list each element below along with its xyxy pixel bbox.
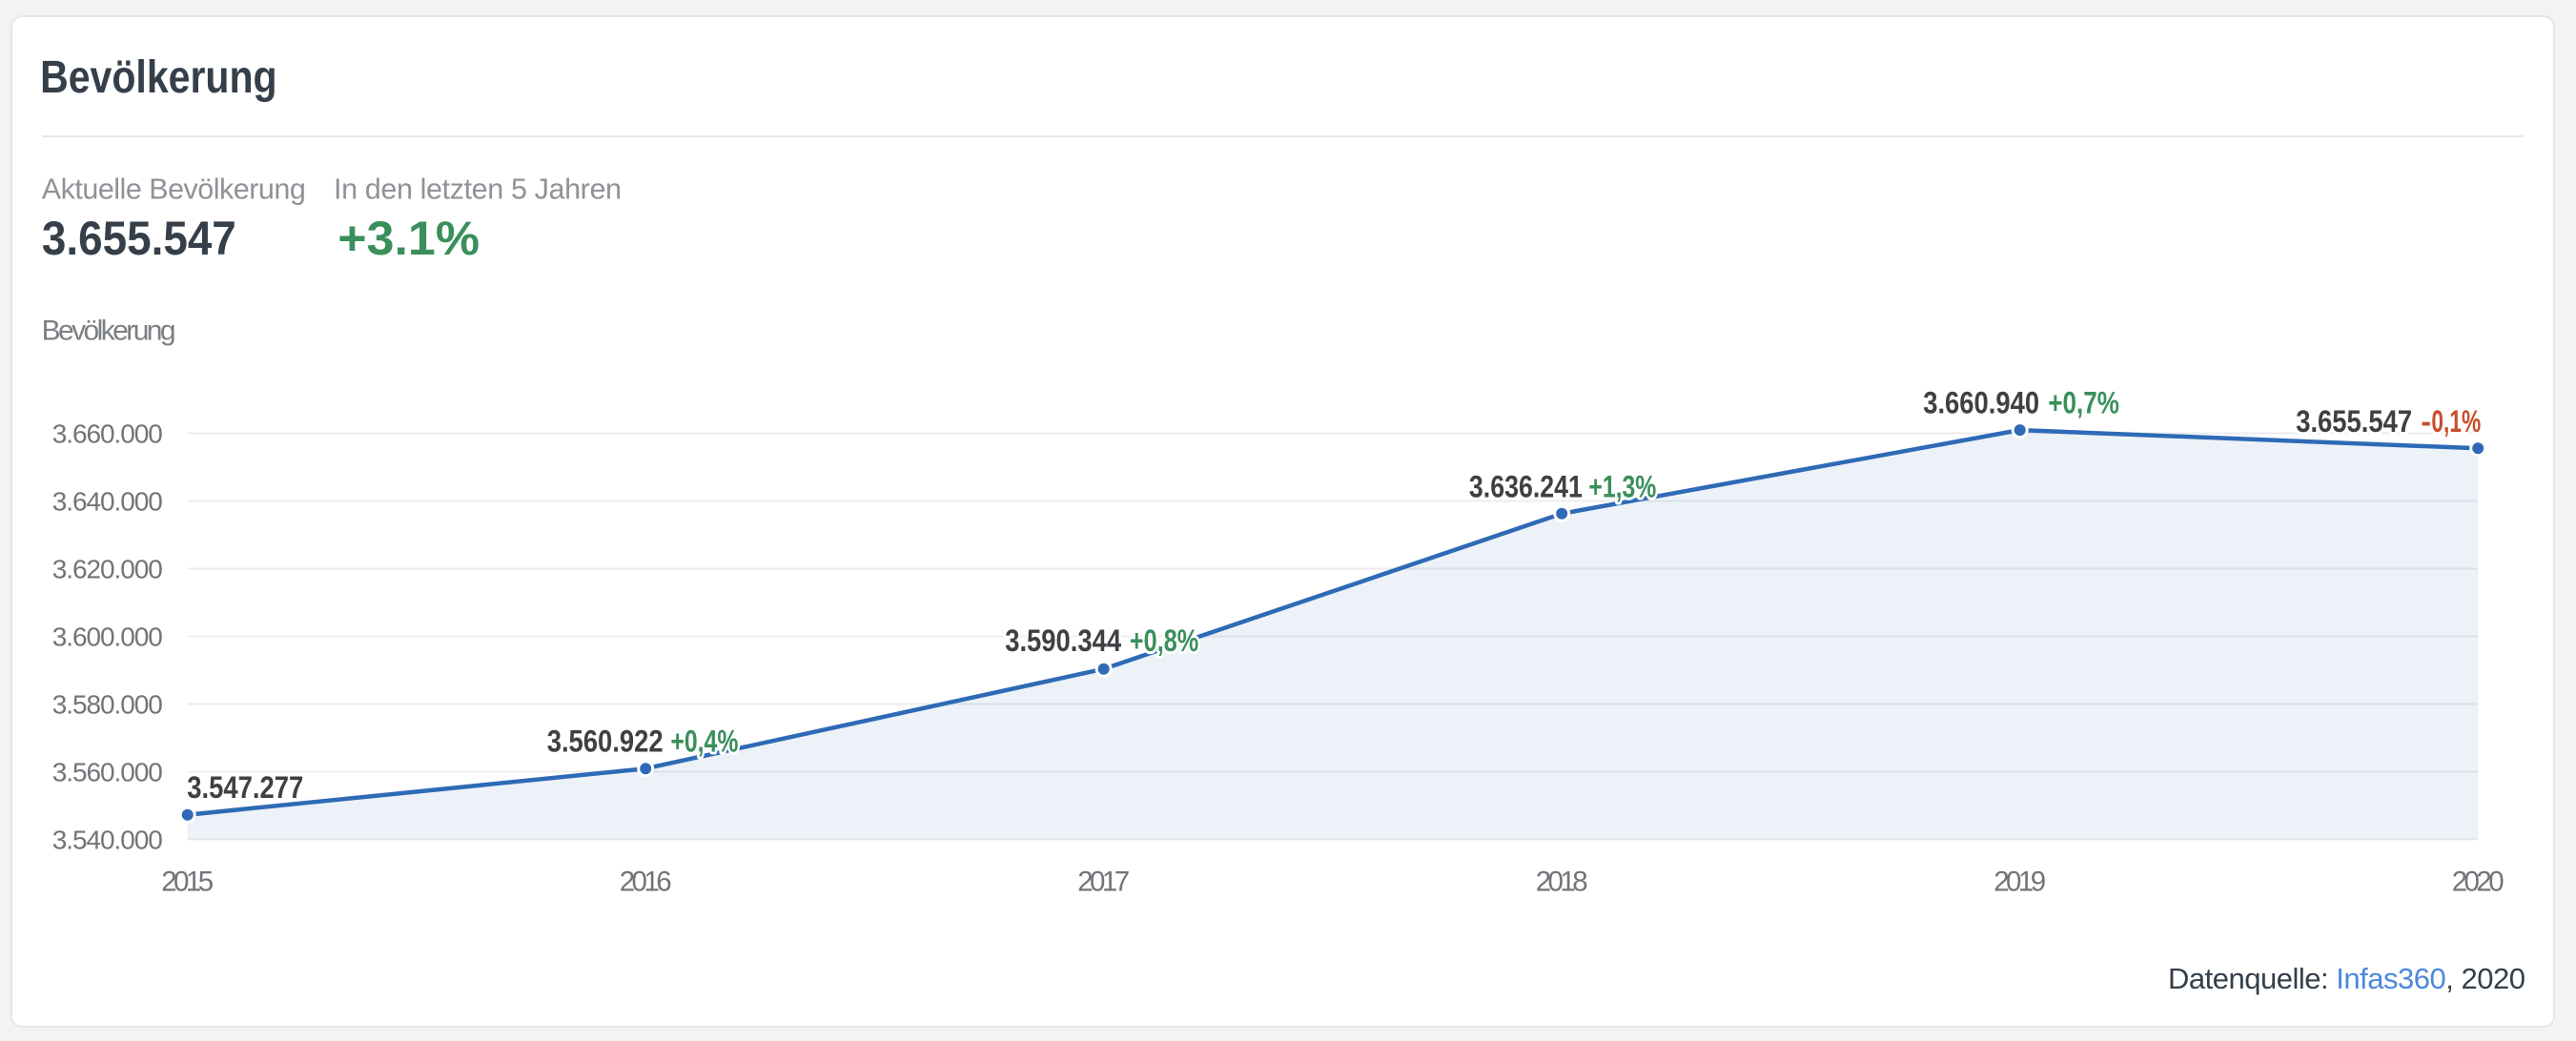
svg-text:3.560.000: 3.560.000 <box>52 757 163 786</box>
svg-text:2019: 2019 <box>1993 867 2046 898</box>
svg-text:3.655.547: 3.655.547 <box>2296 405 2412 439</box>
svg-text:3.580.000: 3.580.000 <box>52 689 163 719</box>
svg-text:3.660.000: 3.660.000 <box>52 418 163 448</box>
svg-text:3.620.000: 3.620.000 <box>52 554 163 583</box>
svg-text:3.636.241: 3.636.241 <box>1469 470 1583 504</box>
svg-text:2015: 2015 <box>161 867 214 898</box>
svg-text:Datenquelle: Infas360, 2020: Datenquelle: Infas360, 2020 <box>2168 962 2525 995</box>
svg-text:Bevölkerung: Bevölkerung <box>42 316 176 347</box>
svg-text:+0,7%: +0,7% <box>2048 387 2119 420</box>
svg-text:3.590.344: 3.590.344 <box>1005 624 1121 658</box>
svg-text:In den letzten 5 Jahren: In den letzten 5 Jahren <box>334 174 622 206</box>
svg-text:Aktuelle Bevölkerung: Aktuelle Bevölkerung <box>42 174 306 206</box>
svg-text:3.640.000: 3.640.000 <box>52 486 163 516</box>
svg-text:3.660.940: 3.660.940 <box>1923 387 2039 420</box>
svg-text:2020: 2020 <box>2452 867 2504 898</box>
svg-text:2018: 2018 <box>1536 867 1588 898</box>
svg-text:+1,3%: +1,3% <box>1588 470 1656 504</box>
svg-text:3.600.000: 3.600.000 <box>52 622 163 651</box>
svg-text:+3.1%: +3.1% <box>337 212 480 265</box>
svg-text:3.540.000: 3.540.000 <box>52 825 163 854</box>
svg-text:3.560.922: 3.560.922 <box>547 725 664 759</box>
svg-text:+0,8%: +0,8% <box>1130 624 1198 659</box>
svg-text:+0,4%: +0,4% <box>670 725 738 760</box>
svg-text:2017: 2017 <box>1077 867 1130 898</box>
svg-text:0,1%: 0,1% <box>2431 404 2481 439</box>
svg-text:2016: 2016 <box>620 867 672 898</box>
svg-text:3.655.547: 3.655.547 <box>42 213 236 265</box>
svg-text:-: - <box>2421 404 2431 439</box>
svg-text:3.547.277: 3.547.277 <box>187 771 303 805</box>
svg-text:Bevölkerung: Bevölkerung <box>40 52 277 103</box>
